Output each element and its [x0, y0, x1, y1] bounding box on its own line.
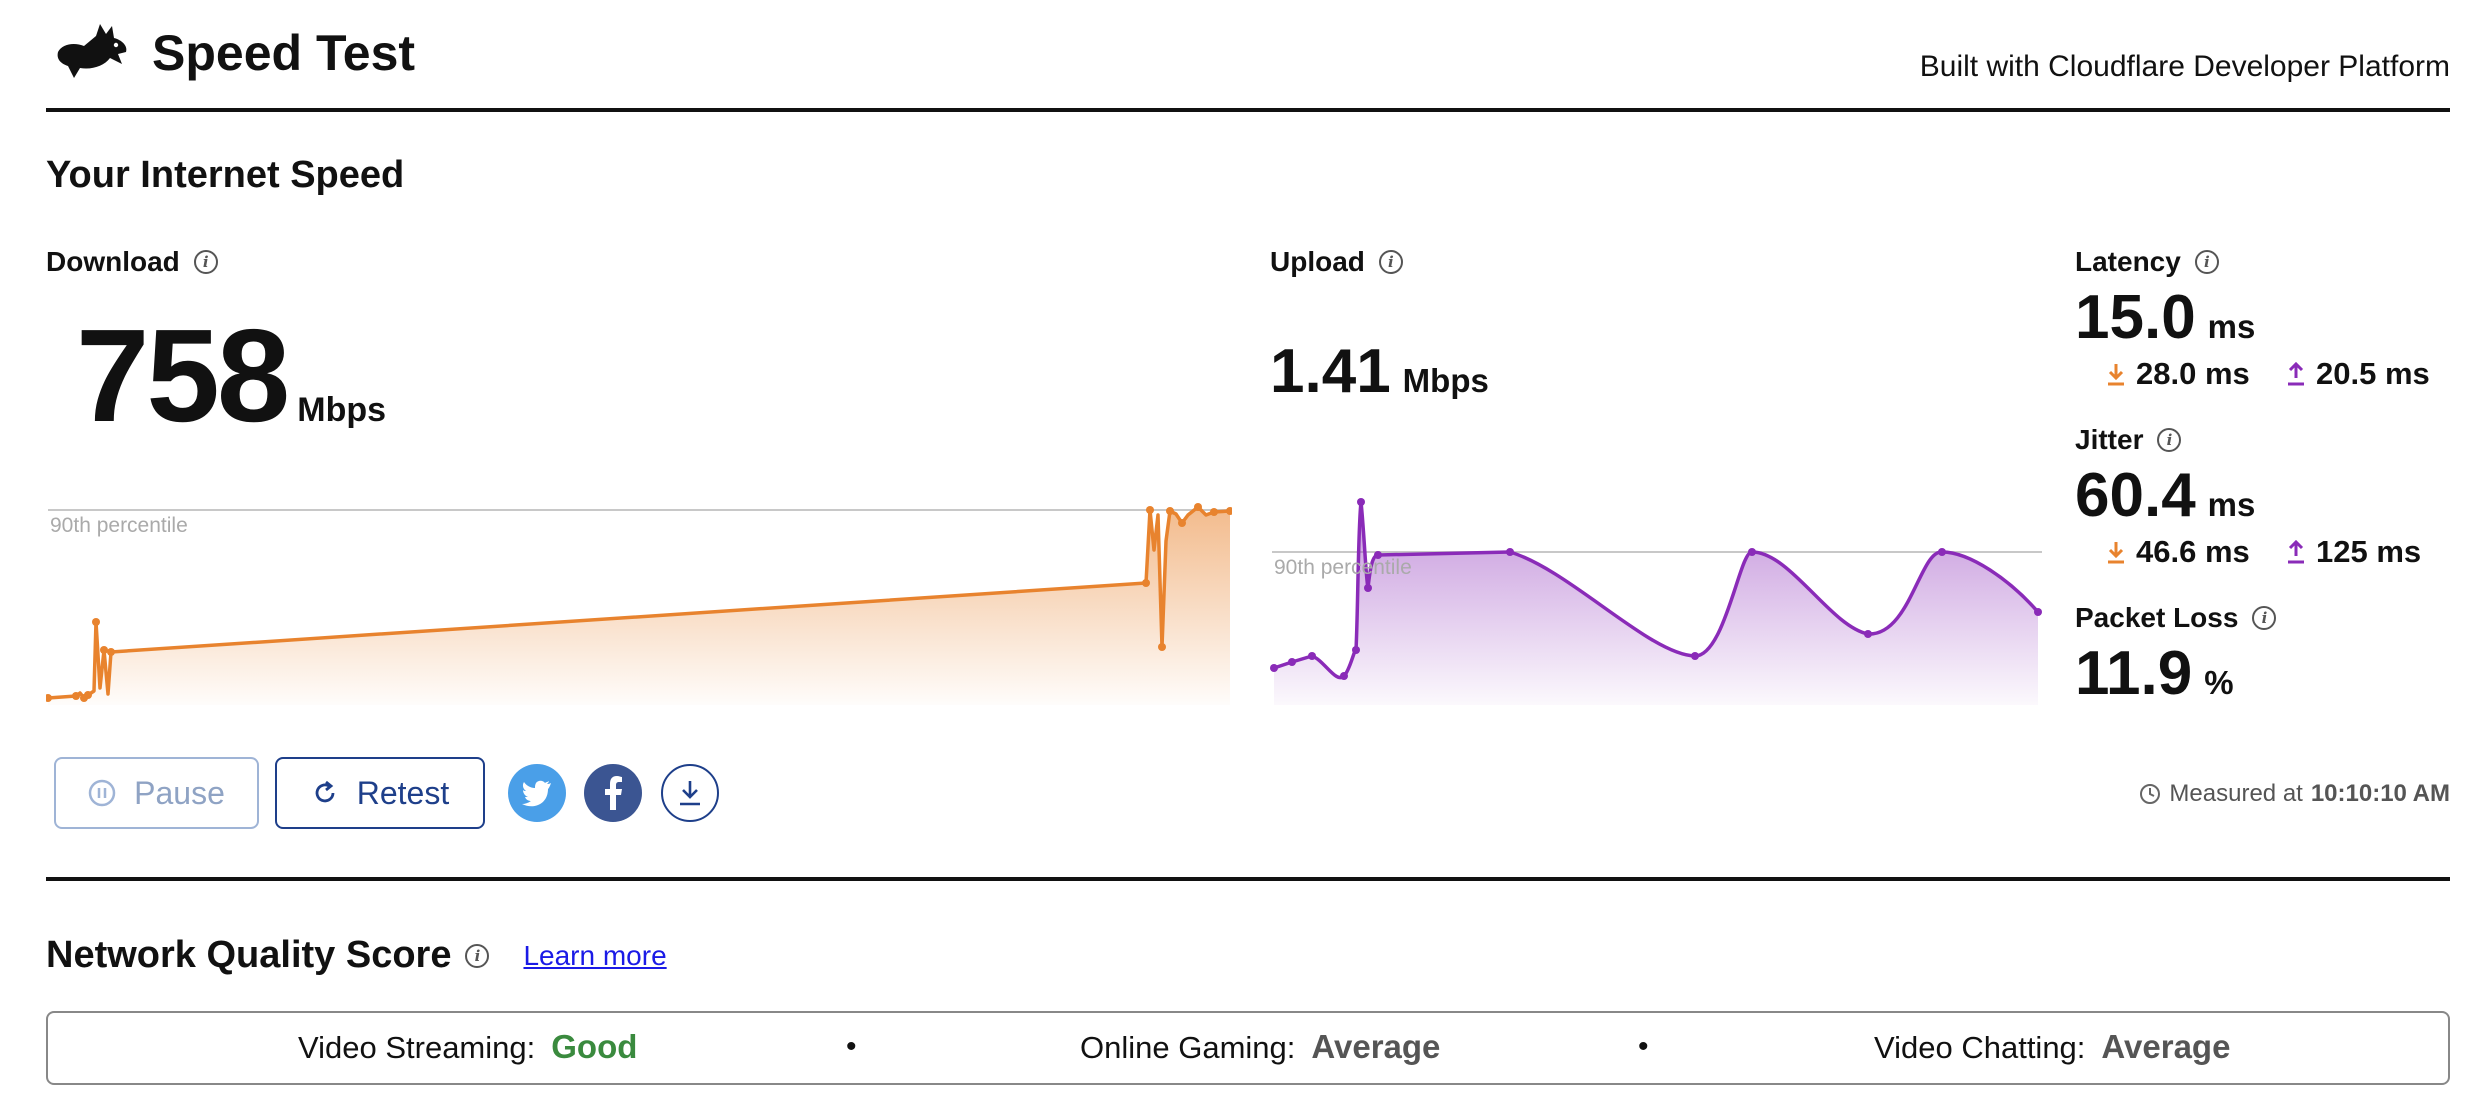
- upload-number: 1.41: [1270, 337, 1391, 406]
- measured-at: Measured at 10:10:10 AM: [2139, 780, 2450, 808]
- jitter-up: 125 ms: [2286, 534, 2421, 570]
- retest-button[interactable]: Retest: [275, 757, 485, 829]
- score-label: Online Gaming:: [1080, 1030, 1296, 1065]
- info-icon[interactable]: i: [465, 943, 490, 968]
- network-quality-title: Network Quality Score: [46, 934, 452, 976]
- download-icon: [680, 781, 700, 806]
- download-label: Download i: [46, 246, 218, 278]
- refresh-icon: [315, 780, 335, 803]
- latency-value: 15.0 ms: [2075, 282, 2255, 353]
- facebook-icon: [605, 776, 622, 810]
- download-value: 758 Mbps: [76, 300, 386, 451]
- packet-loss-number: 11.9: [2075, 639, 2193, 708]
- download-arrow-icon: [2108, 364, 2124, 386]
- info-icon[interactable]: i: [1378, 250, 1403, 274]
- header-divider: [46, 108, 2450, 112]
- packet-loss-label: Packet Loss i: [2075, 602, 2277, 634]
- download-number: 758: [76, 302, 290, 449]
- download-arrow-icon: [2108, 542, 2124, 564]
- latency-up-value: 20.5 ms: [2316, 356, 2430, 391]
- separator-dot: •: [846, 1030, 857, 1063]
- download-label-text: Download: [46, 246, 180, 277]
- packet-loss-value: 11.9 %: [2075, 638, 2234, 709]
- jitter-number: 60.4: [2075, 461, 2196, 530]
- jitter-label: Jitter i: [2075, 424, 2182, 456]
- download-percentile-label: 90th percentile: [50, 514, 188, 537]
- latency-up: 20.5 ms: [2286, 356, 2430, 392]
- facebook-share-button[interactable]: [584, 764, 642, 822]
- jitter-down: 46.6 ms: [2106, 534, 2250, 570]
- score-value: Good: [551, 1028, 638, 1065]
- score-value: Average: [2101, 1028, 2231, 1065]
- info-icon[interactable]: i: [2252, 606, 2277, 630]
- packet-loss-unit: %: [2204, 664, 2234, 701]
- download-area: [48, 507, 1230, 705]
- packet-loss-label-text: Packet Loss: [2075, 602, 2239, 633]
- video-chatting-score: Video Chatting: Average: [1874, 1028, 2230, 1066]
- retest-label: Retest: [356, 774, 450, 811]
- jitter-label-text: Jitter: [2075, 424, 2144, 455]
- upload-area: [1274, 502, 2038, 705]
- upload-arrow-icon: [2288, 362, 2304, 386]
- pause-icon: [88, 779, 116, 807]
- pause-button[interactable]: Pause: [54, 757, 259, 829]
- network-quality-heading: Network Quality Score i Learn more: [46, 934, 667, 977]
- download-unit: Mbps: [297, 391, 387, 429]
- upload-chart: 90th percentile: [1270, 490, 2042, 705]
- section-title: Your Internet Speed: [46, 154, 405, 196]
- latency-down: 28.0 ms: [2106, 356, 2250, 392]
- latency-label-text: Latency: [2075, 246, 2181, 277]
- latency-label: Latency i: [2075, 246, 2219, 278]
- jitter-value: 60.4 ms: [2075, 460, 2255, 531]
- video-streaming-score: Video Streaming: Good: [298, 1028, 637, 1066]
- download-chart: 90th percentile: [46, 490, 1232, 705]
- twitter-share-button[interactable]: [508, 764, 566, 822]
- clock-icon: [2140, 784, 2161, 804]
- upload-percentile-label: 90th percentile: [1274, 556, 1412, 579]
- score-value: Average: [1311, 1028, 1441, 1065]
- score-label: Video Chatting:: [1874, 1030, 2086, 1065]
- twitter-icon: [522, 780, 551, 807]
- network-quality-box: [46, 1011, 2450, 1085]
- upload-arrow-icon: [2288, 540, 2304, 564]
- jitter-up-value: 125 ms: [2316, 534, 2422, 569]
- latency-number: 15.0: [2075, 283, 2196, 352]
- info-icon[interactable]: i: [2194, 250, 2219, 274]
- section-divider: [46, 877, 2450, 881]
- separator-dot: •: [1638, 1030, 1649, 1063]
- upload-label: Upload i: [1270, 246, 1403, 278]
- jitter-down-value: 46.6 ms: [2136, 534, 2250, 569]
- logo-rabbit-icon: [52, 22, 132, 85]
- info-icon[interactable]: i: [193, 250, 218, 274]
- upload-unit: Mbps: [1402, 362, 1489, 399]
- info-icon[interactable]: i: [2157, 428, 2182, 452]
- measured-time: 10:10:10 AM: [2310, 780, 2450, 807]
- upload-label-text: Upload: [1270, 246, 1365, 277]
- latency-down-value: 28.0 ms: [2136, 356, 2250, 391]
- measured-prefix: Measured at: [2169, 780, 2303, 807]
- built-with-text: Built with Cloudflare Developer Platform: [1919, 50, 2450, 83]
- upload-value: 1.41 Mbps: [1270, 336, 1489, 407]
- app-title: Speed Test: [152, 25, 416, 81]
- learn-more-link[interactable]: Learn more: [523, 939, 667, 971]
- latency-unit: ms: [2207, 308, 2256, 345]
- download-results-button[interactable]: [661, 764, 719, 822]
- score-label: Video Streaming:: [298, 1030, 536, 1065]
- pause-label: Pause: [134, 774, 225, 811]
- online-gaming-score: Online Gaming: Average: [1080, 1028, 1440, 1066]
- jitter-unit: ms: [2207, 486, 2256, 523]
